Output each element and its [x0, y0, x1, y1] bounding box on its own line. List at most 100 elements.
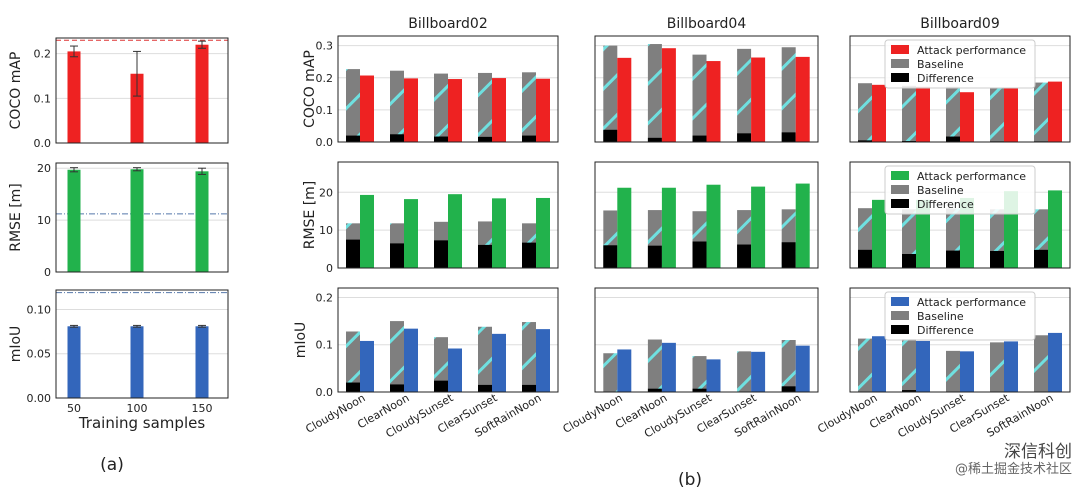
bar-baseline: [902, 339, 916, 392]
bar-difference: [692, 388, 707, 392]
bar-attack: [916, 340, 930, 392]
bar-baseline: [390, 321, 404, 392]
bar-attack: [404, 78, 418, 142]
bar-difference: [647, 245, 662, 268]
bar-difference: [522, 384, 536, 392]
bar-difference: [603, 129, 618, 142]
y-tick-label: 0.2: [316, 291, 334, 304]
bar-difference: [346, 135, 360, 142]
bar-attack: [706, 359, 721, 392]
legend-label: Baseline: [917, 58, 964, 71]
bar-difference: [858, 140, 872, 142]
bar: [195, 326, 209, 398]
bar-baseline: [434, 73, 448, 142]
bar-difference: [902, 390, 916, 392]
legend-label: Difference: [917, 324, 974, 337]
bar-attack: [960, 197, 974, 268]
legend-label: Baseline: [917, 310, 964, 323]
legend-swatch: [891, 171, 909, 180]
y-tick-label: 0: [326, 262, 333, 275]
y-tick-label: 20: [37, 162, 51, 175]
bar-baseline: [478, 72, 492, 142]
bar-difference: [434, 136, 448, 142]
bar-attack: [916, 199, 930, 268]
bar-difference: [737, 244, 752, 268]
bar-difference: [434, 240, 448, 268]
bar-attack: [706, 184, 721, 268]
axes-frame: [55, 162, 229, 273]
bar-baseline: [346, 331, 360, 392]
bar-attack: [1004, 341, 1018, 392]
panel-b-label: (b): [678, 470, 702, 490]
x-tick-label: 100: [127, 402, 148, 415]
bar-difference: [390, 243, 404, 268]
bar-attack: [960, 92, 974, 142]
bar-attack: [1048, 190, 1062, 268]
watermark-subtitle: @稀土掘金技术社区: [954, 462, 1072, 477]
x-tick-label: CloudyNoon: [303, 391, 367, 436]
bar-attack: [661, 187, 676, 268]
y-tick-label: 0.10: [27, 303, 52, 316]
bar-difference: [990, 250, 1004, 268]
bar-attack: [617, 187, 632, 268]
watermark: 深信科创 @稀土掘金技术社区: [955, 443, 1072, 479]
bar-attack: [751, 351, 766, 392]
y-tick-label: 0.0: [316, 136, 334, 149]
y-tick-label: 0.05: [27, 348, 52, 361]
bar-difference: [390, 384, 404, 392]
y-axis-label: COCO mAP: [8, 52, 24, 130]
bar-difference: [946, 136, 960, 142]
chart-a-rmse: 0 10 20 RMSE [m]: [8, 162, 229, 279]
bar-baseline: [946, 350, 960, 392]
y-axis-label: RMSE [m]: [302, 181, 318, 250]
axes-frame: [594, 35, 819, 143]
bar-difference: [478, 244, 492, 268]
axes-frame: [337, 287, 559, 393]
bar: [130, 169, 144, 272]
y-tick-label: 0.0: [34, 137, 52, 150]
bar-attack: [536, 329, 550, 392]
bar-baseline: [647, 44, 662, 142]
y-axis-label: mIoU: [8, 326, 24, 363]
axes-frame: [849, 35, 1071, 143]
legend-swatch: [891, 311, 909, 320]
y-tick-label: 0.3: [316, 40, 334, 53]
bar-baseline: [1034, 82, 1048, 142]
bar-attack: [404, 328, 418, 392]
bar-baseline: [781, 340, 796, 392]
bar-attack: [404, 199, 418, 268]
bar-difference: [522, 135, 536, 142]
y-axis-label: COCO mAP: [302, 50, 318, 128]
bar: [67, 326, 81, 398]
legend-swatch: [891, 73, 909, 82]
bar-attack: [795, 56, 810, 143]
bar-attack: [360, 75, 374, 142]
bar-difference: [858, 249, 872, 268]
bar: [130, 326, 144, 398]
chart-a-coco: 0.0 0.1 0.2 COCO mAP: [8, 37, 229, 150]
chart-title: Billboard04: [667, 16, 747, 32]
bar-attack: [492, 333, 506, 392]
legend-swatch: [891, 185, 909, 194]
chart-b-miou-04: CloudyNoonClearNoonCloudySunsetClearSuns…: [561, 287, 819, 440]
x-tick-label: CloudyNoon: [561, 391, 625, 436]
bar-attack: [960, 351, 974, 392]
bar-attack: [492, 198, 506, 268]
y-tick-label: 0: [44, 266, 51, 279]
chart-b-coco-02: 0.0 0.1 0.2 0.3 Billboard02 COCO mAP: [302, 16, 559, 149]
bar-attack: [617, 57, 632, 142]
bar-baseline: [346, 69, 360, 142]
bar-attack: [872, 84, 886, 142]
y-axis-label: RMSE [m]: [8, 183, 24, 252]
bar-attack: [536, 78, 550, 142]
bar-attack: [916, 86, 930, 142]
legend-swatch: [891, 325, 909, 334]
bar-difference: [346, 382, 360, 392]
legend-box: [884, 291, 1036, 341]
axes-frame: [849, 161, 1071, 269]
bar-baseline: [902, 85, 916, 142]
bar-baseline: [603, 353, 618, 392]
